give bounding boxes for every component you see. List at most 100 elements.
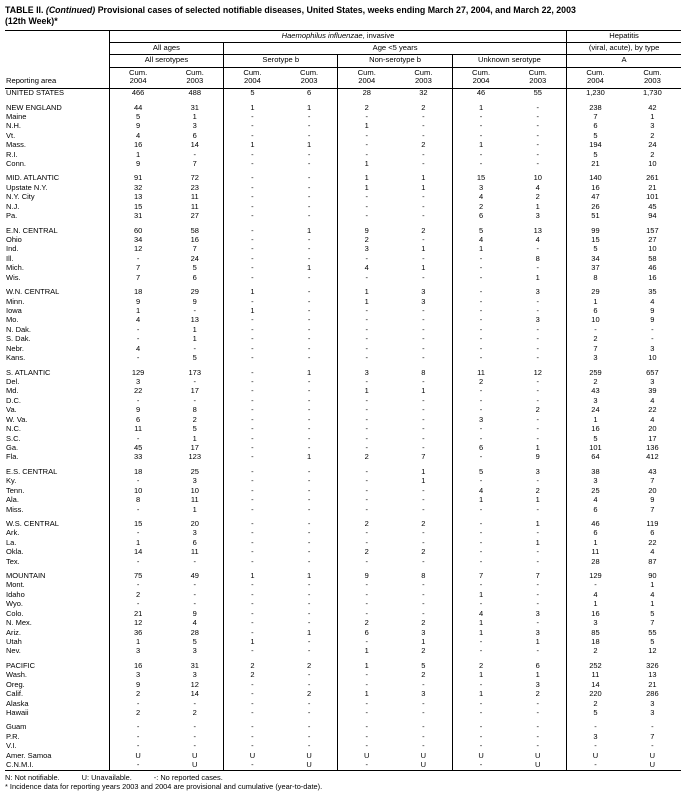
reporting-area-cell: Minn.: [5, 297, 110, 307]
value-cell: 1: [250, 140, 255, 150]
value-cell: -: [280, 495, 339, 505]
table-row: Wash. 3 3 2- -2 1 1 11 13: [5, 670, 681, 681]
value-cell: -: [395, 528, 453, 539]
value-cell: -: [365, 149, 368, 159]
value-cell: 28: [362, 88, 371, 98]
value-cell: -: [395, 557, 453, 567]
value-cell: 1: [593, 537, 598, 547]
value-cell: 5: [250, 88, 255, 98]
value-cell: -: [365, 708, 368, 717]
value-cell: -: [136, 504, 140, 514]
value-cell: -: [509, 98, 568, 113]
value-cell: 1: [478, 140, 484, 150]
value-cell: -: [280, 618, 339, 628]
value-cell: 7: [650, 618, 655, 628]
value-cell: 1: [593, 296, 598, 306]
value-cell: 11: [134, 424, 142, 434]
value-cell: 72: [166, 168, 225, 184]
value-cell: -: [251, 580, 254, 590]
value-cell: -: [479, 537, 483, 547]
value-cell: -: [280, 462, 339, 477]
value-cell: 43: [648, 466, 657, 476]
value-cell: -: [479, 547, 483, 557]
value-cell: -: [479, 731, 483, 741]
value-cell: 16: [133, 140, 143, 150]
value-cell: 5: [166, 424, 225, 434]
value-cell: -: [251, 173, 254, 183]
value-cell: 3: [650, 376, 655, 386]
value-cell: 17: [166, 443, 225, 453]
value-cell: 1: [280, 628, 339, 638]
value-cell: 5: [478, 466, 484, 476]
value-cell: 1: [478, 244, 484, 254]
table-row: Vt. 4 6 - - - - - - 5 2: [5, 130, 681, 141]
value-cell: -: [365, 537, 368, 547]
value-cell: -: [251, 315, 254, 325]
value-cell: -: [365, 433, 368, 443]
cum-2003-header: Cum. 2003: [166, 67, 225, 89]
reporting-area-cell: Va.: [5, 405, 110, 416]
value-cell: 9: [650, 315, 655, 325]
value-cell: 3: [364, 244, 369, 254]
value-cell: 4: [478, 192, 484, 202]
value-cell: -: [136, 433, 140, 443]
value-cell: 46: [591, 518, 600, 528]
value-cell: -: [251, 722, 254, 732]
value-cell: 2: [478, 201, 484, 211]
value-cell: 2: [364, 618, 369, 628]
value-cell: -: [109, 760, 167, 771]
value-cell: 1: [509, 538, 568, 548]
value-cell: 21: [591, 159, 600, 169]
reporting-area-cell: Ohio: [5, 235, 110, 245]
value-cell: -: [166, 599, 225, 610]
value-cell: 2: [650, 130, 655, 140]
value-cell: 6: [593, 504, 598, 514]
value-cell: 16: [166, 235, 225, 245]
value-cell: -: [251, 556, 254, 566]
value-cell: -: [280, 528, 339, 539]
value-cell: 4: [650, 395, 655, 405]
value-cell: 4: [593, 495, 598, 505]
value-cell: 55: [648, 627, 657, 637]
reporting-area-cell: Ark.: [5, 528, 110, 539]
reporting-area-cell: Vt.: [5, 131, 110, 141]
value-cell: 94: [648, 211, 657, 221]
value-cell: -: [509, 476, 568, 487]
table-row: Md. 22 17 - - 1 1 - - 43 39: [5, 387, 681, 397]
value-cell: 2: [509, 689, 568, 699]
value-cell: -: [395, 306, 453, 316]
value-cell: -: [509, 297, 568, 307]
table-row: W. Va. 6 2 - - - - 3 - 1 4: [5, 414, 681, 425]
value-cell: -: [365, 476, 368, 486]
value-cell: 23: [166, 183, 225, 193]
value-cell: -: [509, 245, 568, 255]
value-cell: 20: [166, 514, 225, 529]
value-cell: -: [479, 272, 483, 282]
value-cell: -: [251, 537, 254, 547]
table-footnotes: N: Not notifiable. U: Unavailable. -: No r…: [5, 773, 681, 792]
table-title-week: (12th Week)*: [5, 15, 58, 26]
value-cell: 18: [133, 287, 143, 297]
value-cell: 13: [166, 316, 225, 326]
value-cell: 1: [136, 149, 141, 159]
value-cell: 9: [136, 296, 141, 306]
value-cell: 35: [648, 287, 657, 297]
value-cell: 6: [593, 528, 598, 538]
table-title: TABLE II. (Continued) Provisional cases …: [5, 5, 681, 16]
value-cell: 38: [591, 466, 600, 476]
value-cell: 1: [364, 689, 369, 699]
value-cell: -: [280, 112, 339, 122]
value-cell: 5: [395, 656, 453, 671]
table-row: Ark. - 3 - - - - - - 6 6: [5, 528, 681, 539]
table-row: Guam - - - - - - - - - -: [5, 717, 681, 733]
value-cell: -: [365, 414, 368, 424]
value-cell: -: [251, 599, 254, 609]
value-cell: 2: [395, 547, 453, 558]
value-cell: 1: [395, 462, 453, 477]
value-cell: -: [251, 235, 254, 244]
value-cell: -: [166, 741, 225, 752]
value-cell: 16: [648, 272, 657, 282]
value-cell: -: [166, 590, 225, 600]
value-cell: 6: [136, 414, 141, 424]
value-cell: -: [280, 202, 339, 212]
